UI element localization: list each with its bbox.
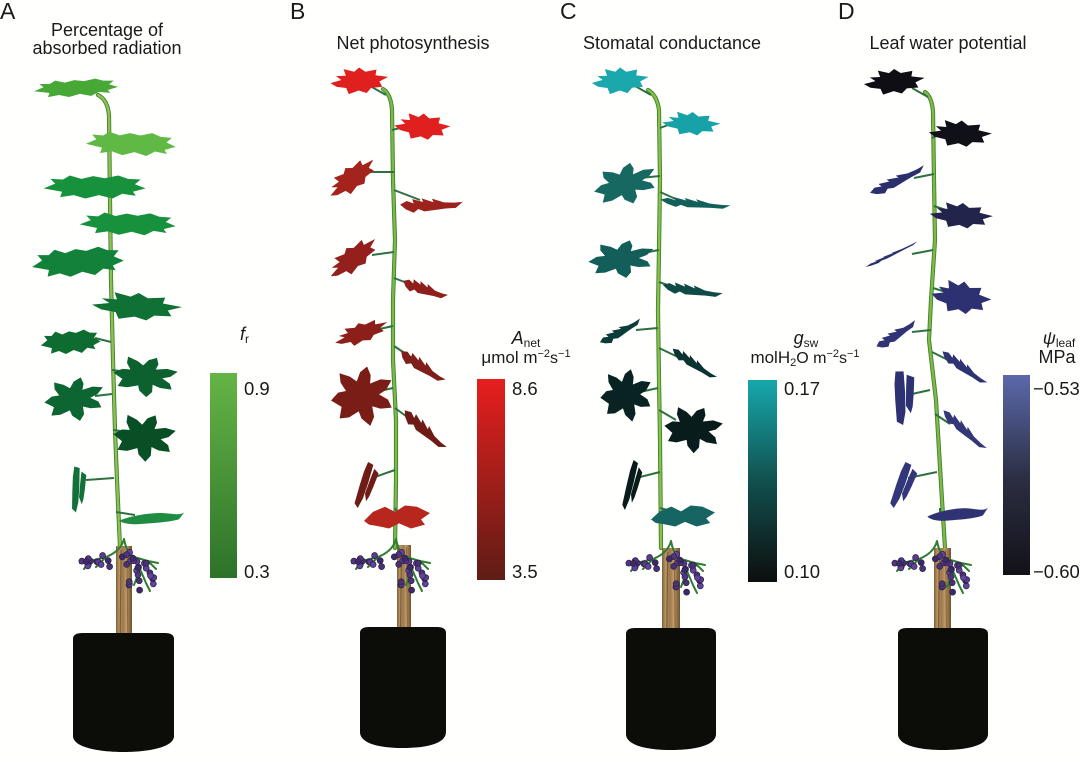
svg-text:0.10: 0.10	[784, 561, 820, 582]
svg-text:molH2O m−2s−1: molH2O m−2s−1	[750, 348, 859, 369]
svg-text:B: B	[290, 0, 305, 24]
svg-text:Percentage of: Percentage of	[51, 20, 164, 40]
svg-text:ψleaf: ψleaf	[1043, 328, 1076, 350]
svg-text:Anet: Anet	[511, 328, 541, 350]
svg-text:0.3: 0.3	[244, 561, 270, 582]
svg-text:Net photosynthesis: Net photosynthesis	[336, 33, 489, 53]
svg-text:fr: fr	[240, 324, 249, 346]
svg-text:0.17: 0.17	[784, 378, 820, 399]
svg-text:D: D	[838, 0, 855, 24]
svg-text:MPa: MPa	[1038, 347, 1076, 367]
svg-text:0.9: 0.9	[244, 378, 270, 399]
svg-text:μmol m−2s−1: μmol m−2s−1	[481, 348, 570, 367]
svg-text:A: A	[0, 0, 16, 24]
svg-text:Leaf water potential: Leaf water potential	[869, 33, 1026, 53]
svg-text:8.6: 8.6	[512, 378, 538, 399]
svg-text:C: C	[560, 0, 577, 24]
svg-text:−0.60: −0.60	[1033, 561, 1080, 582]
svg-text:−0.53: −0.53	[1033, 378, 1080, 399]
svg-text:3.5: 3.5	[512, 561, 538, 582]
svg-text:gsw: gsw	[794, 328, 819, 350]
svg-text:absorbed radiation: absorbed radiation	[32, 38, 181, 58]
svg-text:Stomatal conductance: Stomatal conductance	[583, 33, 761, 53]
